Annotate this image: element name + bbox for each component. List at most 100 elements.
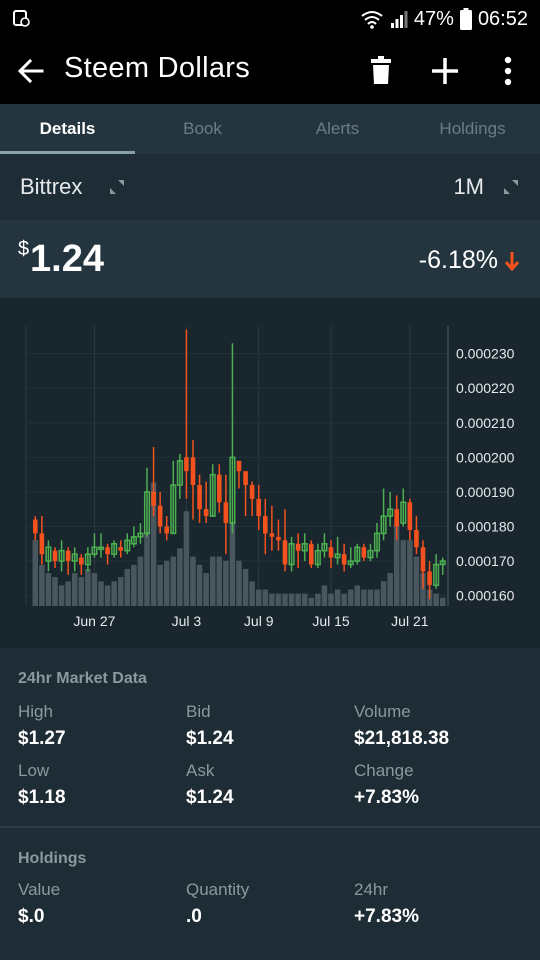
candle-down <box>157 505 163 527</box>
wifi-icon <box>361 11 383 29</box>
candle-up <box>400 501 407 524</box>
volume-bar <box>262 589 269 606</box>
battery-icon <box>459 8 472 30</box>
volume-bar <box>104 585 111 606</box>
tab-holdings[interactable]: Holdings <box>439 119 506 138</box>
more-options-icon[interactable] <box>489 52 527 90</box>
volume-bar <box>209 556 216 606</box>
candle-down <box>276 536 281 541</box>
candle-down <box>151 491 156 506</box>
status-bar: 47% 06:52 <box>0 0 540 38</box>
candle-down <box>32 519 38 534</box>
candle-down <box>190 457 196 486</box>
volume-bar <box>137 556 144 606</box>
candle-down <box>184 457 189 472</box>
quantity-value: .0 <box>186 906 202 927</box>
volume-bar <box>196 564 203 606</box>
y-tick-label: 0.000190 <box>456 484 515 500</box>
signal-icon <box>390 11 408 28</box>
candle-up <box>354 546 361 562</box>
volume-bar <box>367 589 374 606</box>
candle-up <box>321 543 328 552</box>
candle-up <box>45 546 52 562</box>
candle-up <box>288 543 295 566</box>
candle-down <box>243 471 248 486</box>
volume-bar <box>420 573 426 606</box>
x-tick-label: Jul 9 <box>244 613 274 629</box>
volume-bar <box>58 585 65 606</box>
price-chart[interactable]: 0.000230 0.000220 0.000210 0.000200 0.000190… <box>0 298 540 648</box>
volume-bar <box>150 482 157 606</box>
volume-bar <box>433 593 439 606</box>
page-title: Steem Dollars <box>64 52 251 84</box>
price-change: -6.18% <box>418 246 498 274</box>
holdings-value: $.0 <box>18 906 45 927</box>
candle-down <box>328 547 334 558</box>
tab-alerts[interactable]: Alerts <box>315 119 360 138</box>
candle-down <box>394 509 400 527</box>
candle-down <box>223 502 229 524</box>
candle-up <box>209 473 216 517</box>
volume-bar <box>45 573 52 606</box>
clock: 06:52 <box>477 7 528 30</box>
candle-up <box>347 560 354 566</box>
volume-bar <box>321 585 328 606</box>
volume-bar <box>400 540 407 606</box>
candle-down <box>197 485 202 510</box>
volume-bar <box>229 523 236 606</box>
x-tick-label: Jun 27 <box>73 613 115 629</box>
market-data-section: 24hr Market Data High $1.27 Bid $1.24 Vo… <box>0 648 540 826</box>
candle-down <box>164 526 170 534</box>
volume-bar <box>315 593 321 606</box>
exchange-expand-icon[interactable] <box>108 178 126 196</box>
candle-down <box>249 485 255 499</box>
high-value: $1.27 <box>18 728 66 749</box>
candlestick-chart[interactable]: 0.000230 0.000220 0.000210 0.000200 0.000190… <box>0 298 540 648</box>
volume-bar <box>328 593 334 606</box>
period-expand-icon[interactable] <box>502 178 520 196</box>
period-selector[interactable]: 1M <box>453 174 484 199</box>
down-arrow-icon <box>504 252 520 272</box>
volume-bar <box>308 597 315 606</box>
candle-down <box>269 533 275 537</box>
volume-bar <box>354 585 361 606</box>
tab-bar: Details Book Alerts Holdings <box>0 104 540 154</box>
high-label: High <box>18 702 53 721</box>
candle-up <box>439 560 446 566</box>
volume-bar <box>203 573 209 606</box>
volume-bar <box>275 593 282 606</box>
low-label: Low <box>18 761 50 780</box>
candle-down <box>105 547 110 555</box>
candle-down <box>420 547 426 572</box>
x-tick-label: Jul 21 <box>391 613 429 629</box>
volume-bar <box>177 548 183 606</box>
tab-details[interactable]: Details <box>0 104 135 154</box>
volume-bar <box>255 589 262 606</box>
quantity-label: Quantity <box>186 880 250 899</box>
candle-up <box>373 532 381 552</box>
add-icon[interactable] <box>426 52 464 90</box>
back-arrow-icon[interactable] <box>14 54 48 88</box>
y-tick-label: 0.000170 <box>456 553 515 569</box>
volume-bar <box>301 593 308 606</box>
market-data-title: 24hr Market Data <box>18 670 147 687</box>
volume-bar <box>439 597 446 606</box>
candle-down <box>216 474 222 503</box>
ask-label: Ask <box>186 761 215 780</box>
volume-bar <box>380 581 387 606</box>
bid-value: $1.24 <box>186 728 234 749</box>
exchange-selector[interactable]: Bittrex <box>20 174 83 199</box>
candle-down <box>414 529 419 548</box>
tab-book[interactable]: Book <box>183 119 222 138</box>
volume-bar <box>157 564 163 606</box>
x-tick-label: Jul 3 <box>172 613 202 629</box>
y-tick-label: 0.000160 <box>456 588 515 604</box>
currency-symbol: $ <box>18 238 30 260</box>
volume-bar <box>242 568 249 606</box>
volume-bar <box>407 540 413 606</box>
delete-icon[interactable] <box>362 52 400 90</box>
candle-down <box>295 543 301 551</box>
candle-down <box>118 547 124 551</box>
candle-up <box>229 456 236 524</box>
candle-down <box>361 547 367 558</box>
